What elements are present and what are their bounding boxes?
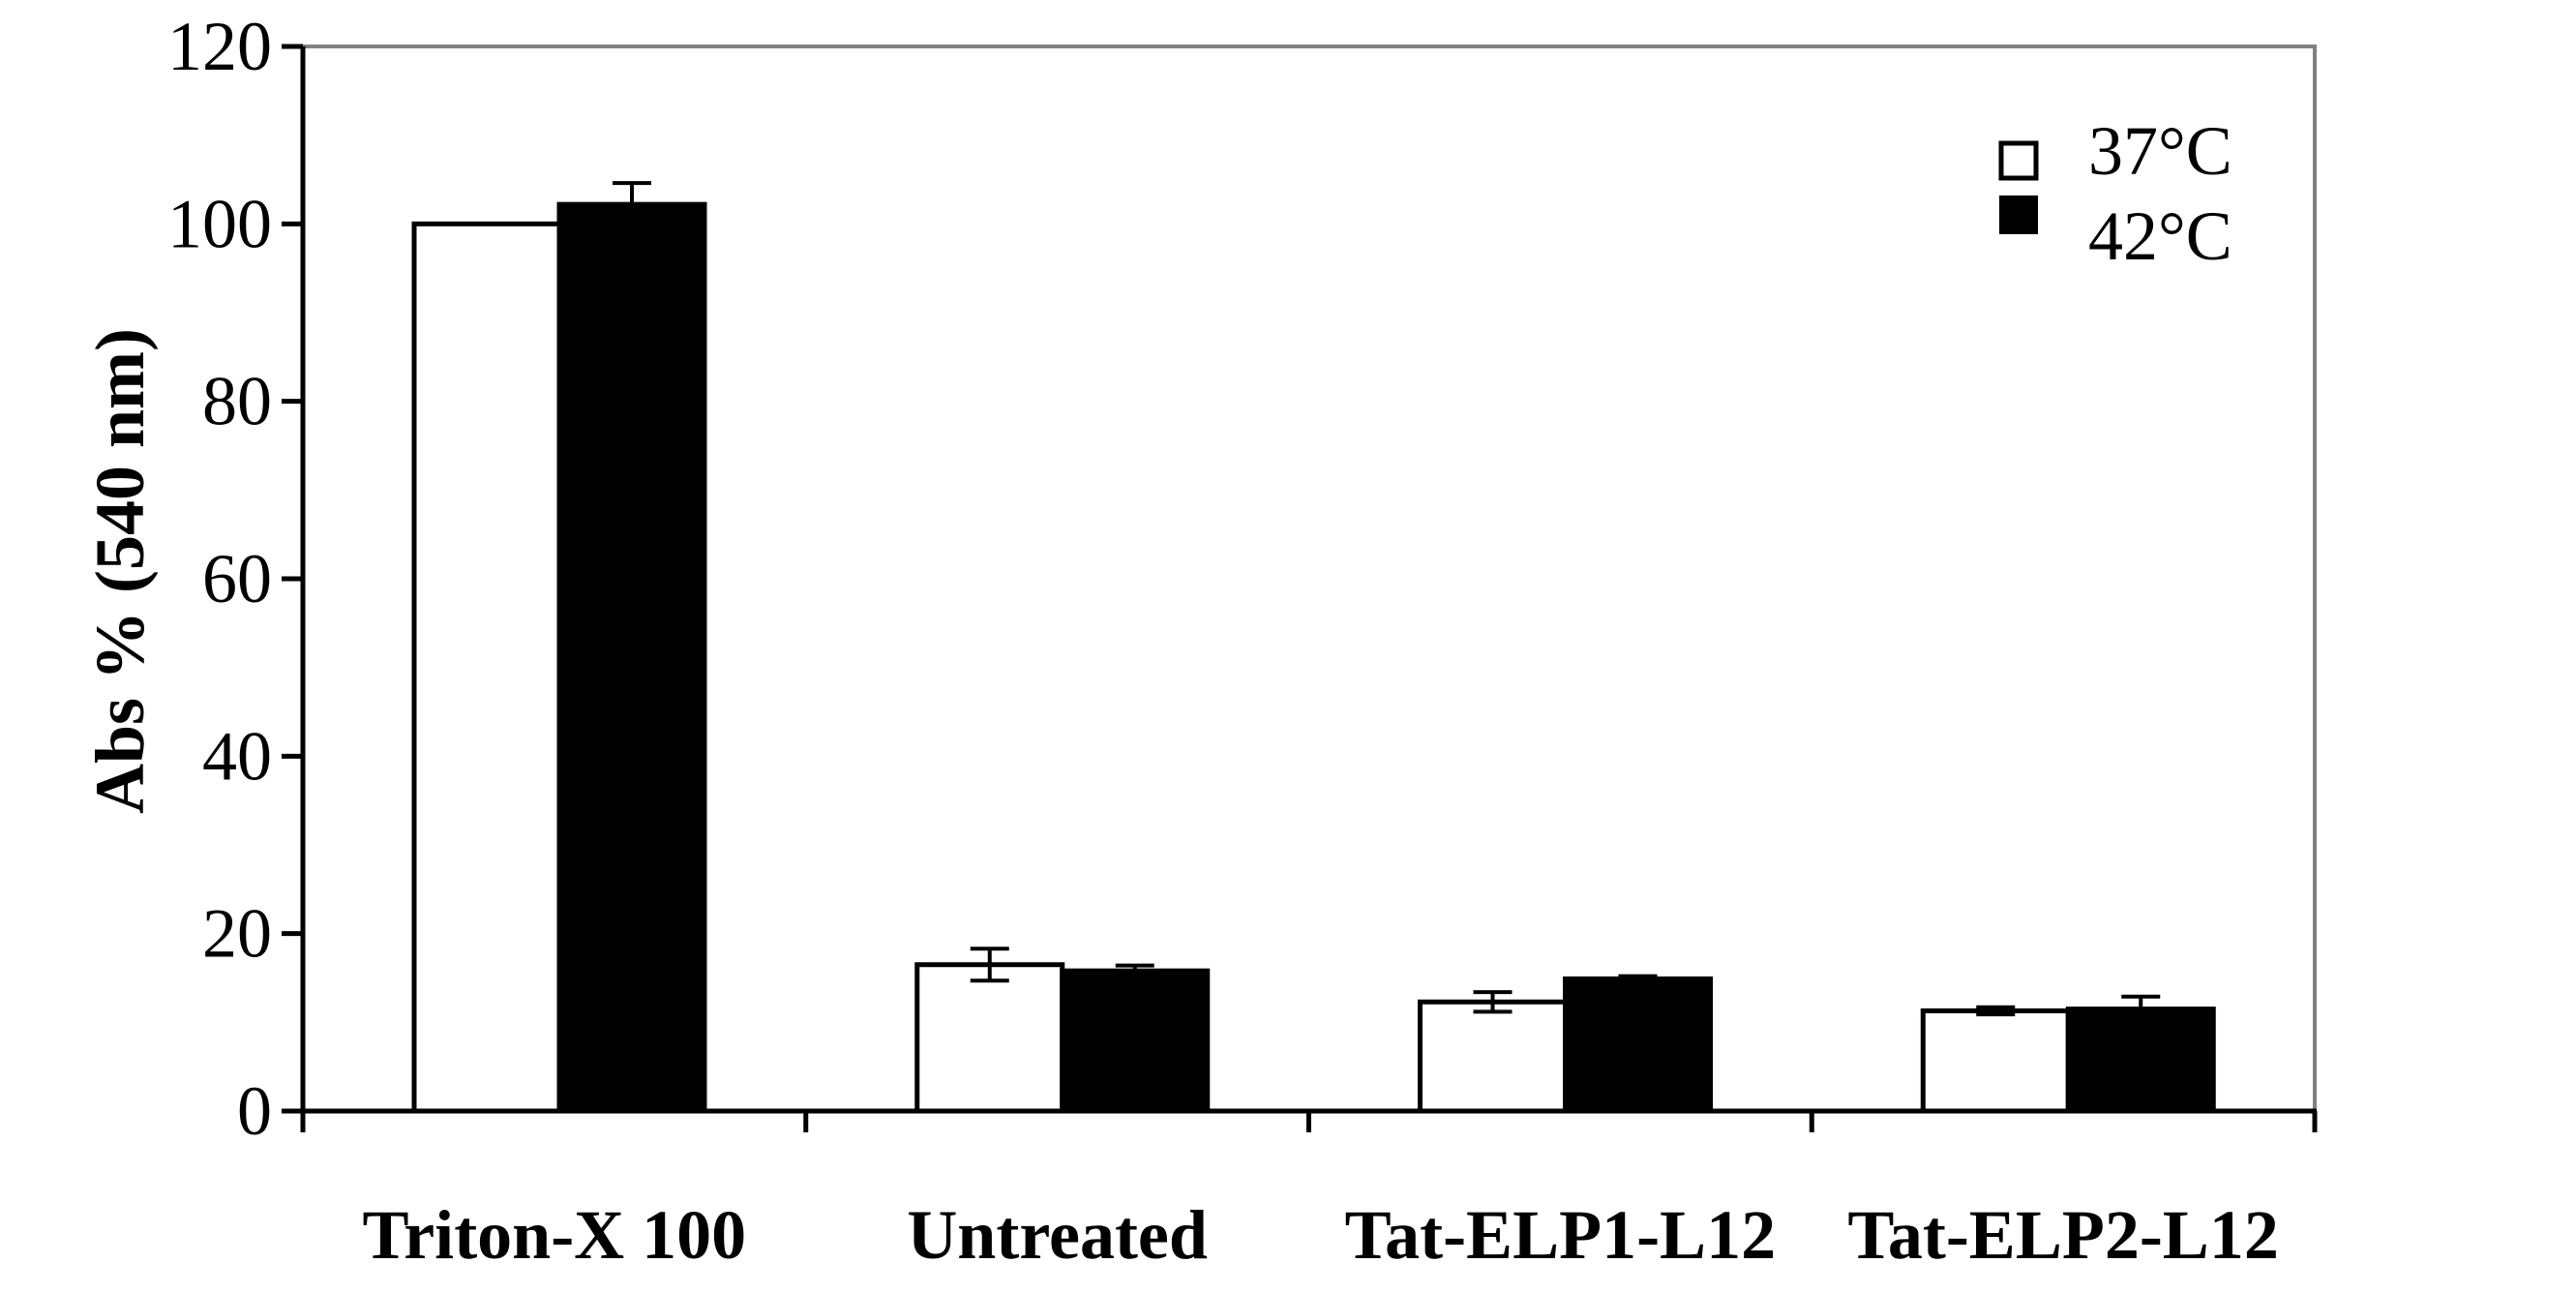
x-tick-label-2: Tat-ELP1-L12 [1345, 1196, 1776, 1274]
error-bar-37c-2 [1473, 990, 1513, 1014]
error-bar-37c-3 [1976, 1005, 2016, 1017]
bar-42c-2 [1563, 976, 1713, 1114]
bar-42c-3 [2065, 1007, 2216, 1114]
x-tick-label-0: Triton-X 100 [363, 1196, 747, 1274]
axes-layer [282, 44, 2318, 1132]
x-tick-label-1: Untreated [907, 1196, 1208, 1274]
legend-swatch-42c [1999, 195, 2038, 234]
legend: 37°C 42°C [1998, 112, 2232, 275]
bar-37c-3 [1920, 1007, 2071, 1114]
x-tick-label-3: Tat-ELP2-L12 [1847, 1196, 2278, 1274]
error-bar-42c-0 [613, 181, 651, 228]
bar-37c-2 [1418, 999, 1568, 1114]
legend-swatch-37c [1998, 140, 2039, 181]
bar-42c-0 [556, 201, 707, 1114]
y-tick-label-2: 40 [202, 717, 272, 795]
y-tick-label-6: 120 [167, 8, 272, 85]
legend-label-42c: 42°C [2088, 197, 2232, 275]
bar-42c-1 [1060, 968, 1211, 1114]
error-bar-37c-1 [970, 947, 1009, 983]
labels-layer: Triton-X 100 Untreated Tat-ELP1-L12 Tat-ELP… [167, 8, 2279, 1274]
bar-37c-0 [411, 221, 562, 1114]
y-tick-label-4: 80 [202, 363, 272, 440]
y-tick-label-5: 100 [167, 185, 272, 262]
error-bar-42c-3 [2121, 994, 2161, 1024]
error-bar-42c-1 [1115, 963, 1154, 978]
error-bars-layer [613, 181, 2161, 1024]
bar-37c-1 [914, 962, 1065, 1114]
legend-label-37c: 37°C [2088, 112, 2232, 190]
y-tick-label-1: 20 [202, 895, 272, 973]
y-axis-title: Abs % (540 nm) [81, 328, 159, 814]
error-bar-42c-2 [1618, 974, 1658, 984]
y-tick-label-3: 60 [202, 540, 272, 617]
bars-layer [411, 201, 2216, 1114]
y-tick-label-0: 0 [237, 1072, 272, 1150]
